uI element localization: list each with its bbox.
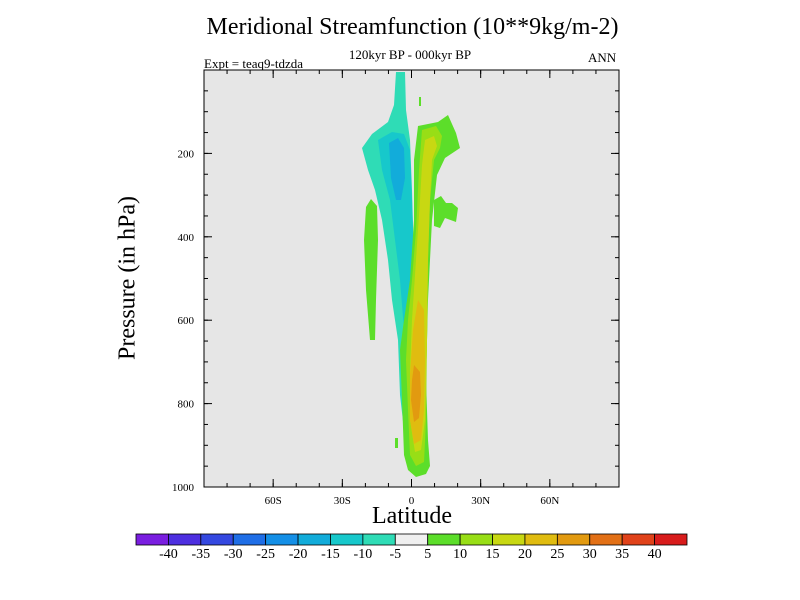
colorbar-label: -30 [224, 547, 243, 562]
colorbar-label: -10 [354, 547, 373, 562]
colorbar-swatch [492, 533, 526, 546]
colorbar-swatch [427, 533, 461, 546]
colorbar-label: -15 [321, 547, 340, 562]
contour-region-pos-5-10-east [434, 196, 458, 228]
colorbar-swatch [459, 533, 493, 546]
colorbar-label: 40 [648, 547, 662, 562]
chart-subtitle: 120kyr BP - 000kyr BP [348, 47, 472, 62]
y-tick-label: 600 [178, 315, 195, 327]
contour-region-pos-25-30 [411, 365, 421, 422]
contour-region-pos-5-10-spot-bottom [395, 438, 398, 448]
colorbar-label: -25 [256, 547, 275, 562]
colorbar-swatch [265, 533, 299, 546]
colorbar-swatch [232, 533, 267, 546]
contour-region-pos-5-10-spot-top [419, 97, 421, 106]
colorbar-label: 25 [550, 547, 564, 562]
colorbar-swatch [362, 533, 396, 546]
x-tick-label: 60S [265, 495, 282, 507]
colorbar-swatch [297, 533, 331, 546]
colorbar-label: -5 [389, 547, 401, 562]
x-axis-label: Latitude [372, 503, 452, 529]
contour-fill [362, 72, 460, 477]
contour-region-pos-5-10-west [364, 199, 378, 340]
colorbar: -40 -35 -30 -25 -20 -15 -10 -5 5 10 15 20 25 30 35 40 [135, 533, 688, 562]
x-tick-label: 0 [409, 495, 415, 507]
colorbar-label: 15 [486, 547, 500, 562]
experiment-label: Expt = teaq9-tdzda [204, 56, 304, 71]
colorbar-label: 30 [583, 547, 597, 562]
axis-ticks: 60S 30S 0 30N 60N 200 400 600 800 1000 [172, 70, 619, 507]
colorbar-swatch [654, 533, 688, 546]
colorbar-label: 20 [518, 547, 532, 562]
x-tick-label: 60N [540, 495, 559, 507]
y-tick-label: 200 [178, 148, 195, 160]
colorbar-swatch [168, 533, 202, 546]
colorbar-label: -35 [191, 547, 210, 562]
y-tick-label: 1000 [172, 482, 195, 494]
season-label: ANN [588, 50, 617, 65]
colorbar-label: 35 [615, 547, 629, 562]
colorbar-label: 10 [453, 547, 467, 562]
colorbar-swatch [394, 533, 429, 546]
colorbar-swatch [330, 533, 364, 546]
colorbar-swatch [200, 533, 234, 546]
x-tick-label: 30S [334, 495, 351, 507]
colorbar-label: 5 [424, 547, 431, 562]
y-tick-label: 400 [178, 232, 195, 244]
colorbar-label: -40 [159, 547, 178, 562]
contour-region-neg-20-15 [389, 138, 405, 200]
x-tick-label: 30N [471, 495, 490, 507]
colorbar-swatch [135, 533, 169, 546]
colorbar-label: -20 [289, 547, 308, 562]
colorbar-swatch [524, 533, 558, 546]
colorbar-swatch [589, 533, 623, 546]
y-tick-label: 800 [178, 399, 195, 411]
chart-title: Meridional Streamfunction (10**9kg/m-2) [206, 14, 619, 40]
colorbar-swatch [556, 533, 591, 546]
colorbar-swatch [621, 533, 655, 546]
